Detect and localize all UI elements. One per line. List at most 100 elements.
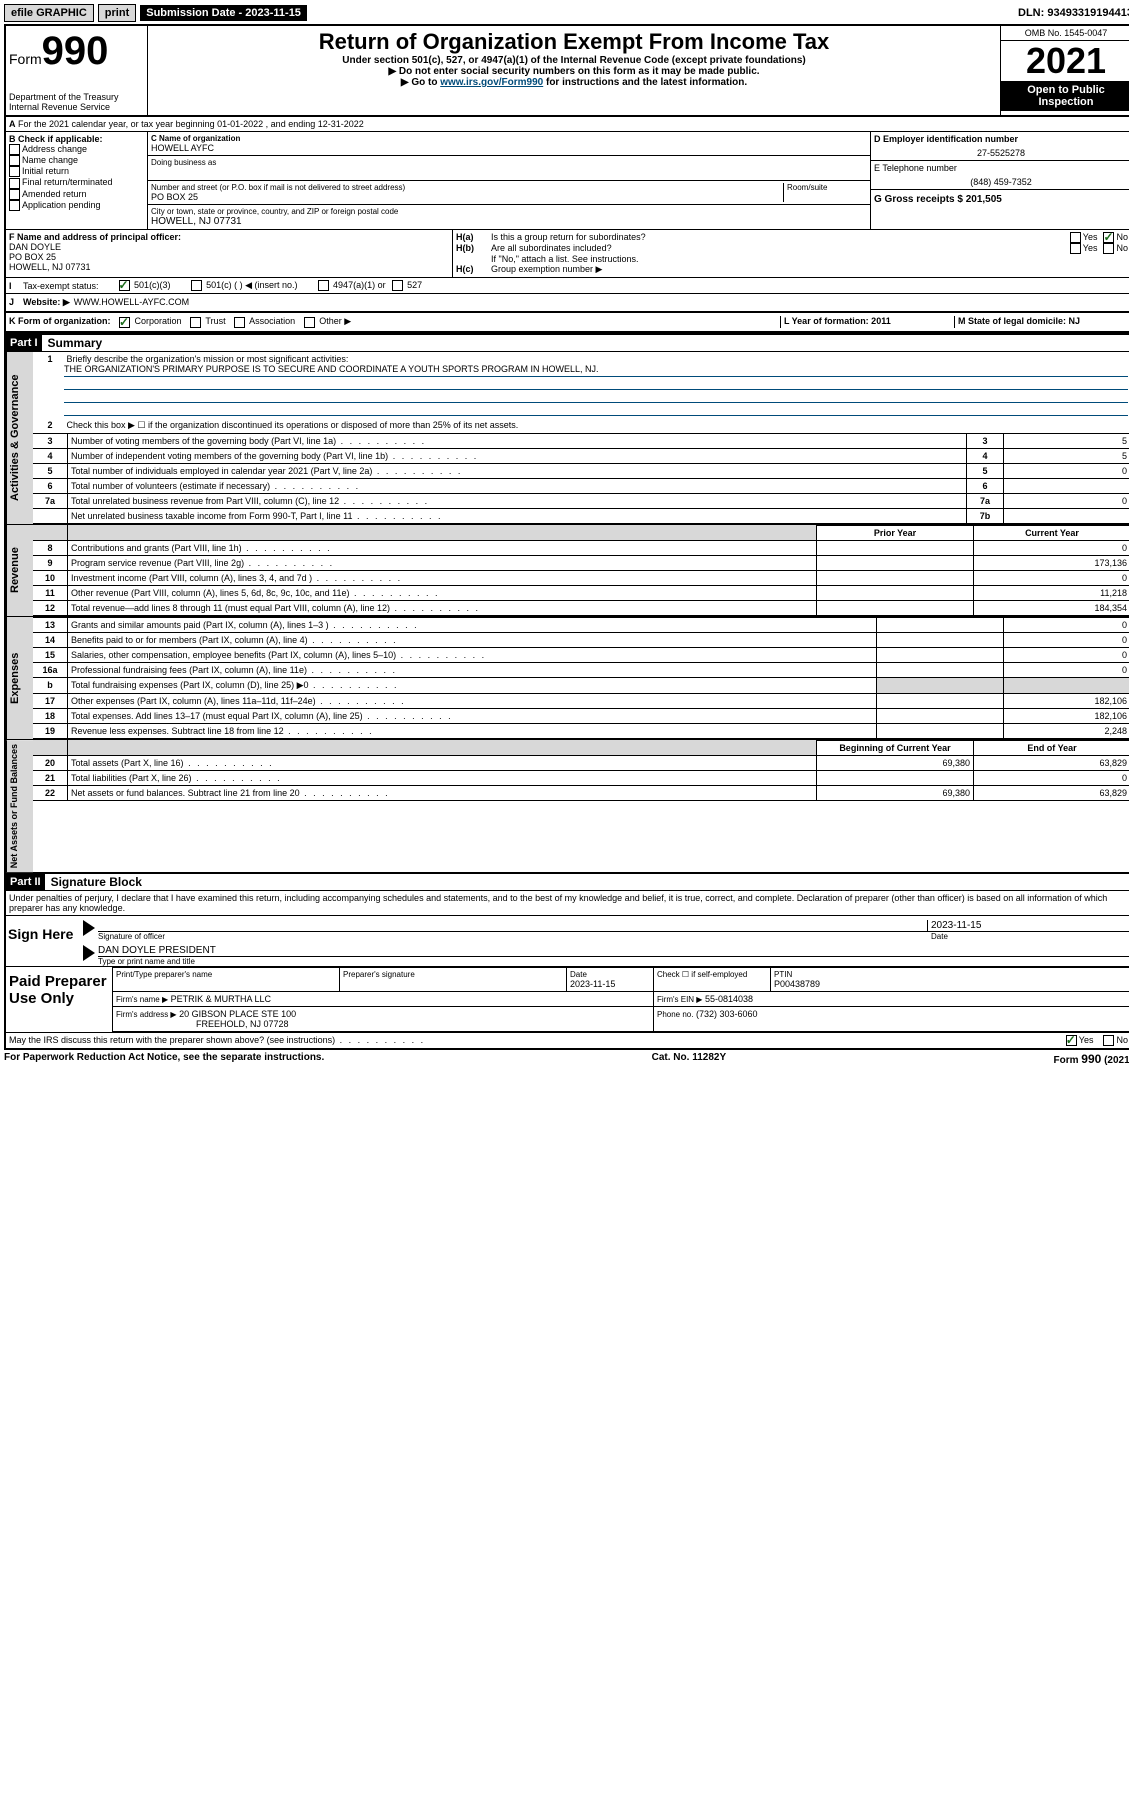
dept-label: Department of the Treasury: [9, 92, 144, 102]
opt-name-change[interactable]: Name change: [9, 155, 144, 166]
form-subtitle-3: ▶ Go to www.irs.gov/Form990 for instruct…: [151, 77, 997, 88]
current-year-header: Current Year: [974, 525, 1129, 540]
firm-addr-label: Firm's address ▶: [116, 1010, 177, 1019]
year-formation: L Year of formation: 2011: [780, 316, 954, 327]
prep-date-value: 2023-11-15: [570, 979, 650, 989]
table-row: 9 Program service revenue (Part VIII, li…: [33, 555, 1129, 570]
opt-501c[interactable]: 501(c) ( ) ◀ (insert no.): [191, 280, 298, 291]
irs-link[interactable]: www.irs.gov/Form990: [440, 77, 543, 88]
line-j-label: J: [9, 297, 23, 308]
form-prefix: Form: [9, 51, 42, 67]
opt-address-change[interactable]: Address change: [9, 144, 144, 155]
firm-phone-label: Phone no.: [657, 1010, 693, 1019]
opt-501c3[interactable]: 501(c)(3): [119, 280, 171, 291]
header-left: Form990 Department of the Treasury Inter…: [6, 26, 148, 115]
officer-h-block: F Name and address of principal officer:…: [6, 230, 1129, 278]
table-row: 19 Revenue less expenses. Subtract line …: [33, 723, 1129, 738]
part-2-label: Part II: [6, 874, 45, 890]
opt-application-pending[interactable]: Application pending: [9, 200, 144, 211]
line-a-text: A For the 2021 calendar year, or tax yea…: [6, 117, 367, 131]
opt-amended-return[interactable]: Amended return: [9, 189, 144, 200]
address-block: B Check if applicable: Address change Na…: [6, 132, 1129, 230]
hb-label: H(b): [456, 243, 491, 254]
firm-addr2: FREEHOLD, NJ 07728: [196, 1019, 289, 1029]
yes-label: Yes: [1079, 1035, 1094, 1045]
discuss-no[interactable]: No: [1103, 1035, 1128, 1046]
hb-yes[interactable]: Yes: [1070, 243, 1098, 254]
table-row: 12 Total revenue—add lines 8 through 11 …: [33, 600, 1129, 615]
ha-text: Is this a group return for subordinates?: [491, 232, 1070, 243]
table-row: 8 Contributions and grants (Part VIII, l…: [33, 540, 1129, 555]
form-subtitle-1: Under section 501(c), 527, or 4947(a)(1)…: [151, 55, 997, 66]
table-row: 16a Professional fundraising fees (Part …: [33, 662, 1129, 677]
right-info-block: D Employer identification number 27-5525…: [871, 132, 1129, 229]
firm-name-value: PETRIK & MURTHA LLC: [171, 994, 271, 1004]
sig-date-value: 2023-11-15: [927, 920, 1129, 931]
print-button[interactable]: print: [98, 4, 136, 22]
opt-final-return[interactable]: Final return/terminated: [9, 177, 144, 188]
sign-here-label: Sign Here: [6, 916, 80, 966]
hc-label: H(c): [456, 264, 491, 275]
netassets-header-row: Beginning of Current Year End of Year: [33, 740, 1129, 755]
opt-trust[interactable]: Trust: [190, 316, 226, 326]
governance-section: Activities & Governance 1 Briefly descri…: [6, 352, 1129, 524]
part-1-header: Part I Summary: [6, 333, 1129, 352]
opt-other[interactable]: Other ▶: [304, 316, 351, 326]
hb-no[interactable]: No: [1103, 243, 1128, 254]
opt-corp[interactable]: Corporation: [119, 316, 182, 326]
sub3-post: for instructions and the latest informat…: [543, 77, 747, 88]
table-row: 6 Total number of volunteers (estimate i…: [33, 478, 1129, 493]
ha-label: H(a): [456, 232, 491, 243]
vtab-expenses: Expenses: [6, 617, 33, 739]
website-label: Website: ▶: [23, 297, 70, 308]
firm-name-label: Firm's name ▶: [116, 995, 168, 1004]
hb-note: If "No," attach a list. See instructions…: [456, 254, 1128, 264]
state-domicile: M State of legal domicile: NJ: [954, 316, 1128, 327]
officer-addr2: HOWELL, NJ 07731: [9, 262, 449, 272]
ha-no[interactable]: No: [1103, 232, 1128, 243]
part-1-title: Summary: [42, 336, 103, 350]
opt-initial-return[interactable]: Initial return: [9, 166, 144, 177]
mission-line-2: [64, 377, 1128, 390]
mission-line-3: [64, 390, 1128, 403]
box-b: B Check if applicable: Address change Na…: [6, 132, 148, 229]
opt-label: Initial return: [22, 166, 69, 176]
arrow-icon: [83, 945, 95, 961]
inspection-label: Open to Public Inspection: [1001, 81, 1129, 111]
tax-exempt-label: Tax-exempt status:: [23, 281, 99, 291]
boy-header: Beginning of Current Year: [817, 740, 974, 755]
netassets-table: Beginning of Current Year End of Year 20…: [33, 740, 1129, 801]
opt-527[interactable]: 527: [392, 280, 423, 291]
prior-year-header: Prior Year: [817, 525, 974, 540]
footer: For Paperwork Reduction Act Notice, see …: [4, 1050, 1129, 1068]
prep-sig-label: Preparer's signature: [343, 970, 563, 979]
line-a-row: A For the 2021 calendar year, or tax yea…: [6, 117, 1129, 132]
opt-label: Name change: [22, 155, 78, 165]
opt-assoc[interactable]: Association: [234, 316, 295, 326]
discuss-yes[interactable]: Yes: [1066, 1035, 1094, 1046]
no-label: No: [1116, 243, 1128, 253]
revenue-section: Revenue Prior Year Current Year 8 Contri…: [6, 524, 1129, 616]
prep-date-label: Date: [570, 970, 650, 979]
sub3-pre: ▶ Go to: [401, 77, 440, 88]
discuss-row: May the IRS discuss this return with the…: [6, 1033, 1129, 1048]
vtab-netassets: Net Assets or Fund Balances: [6, 740, 33, 872]
paid-preparer-label: Paid Preparer Use Only: [6, 967, 112, 1032]
sig-date-label: Date: [928, 932, 1129, 941]
opt-4947[interactable]: 4947(a)(1) or: [318, 280, 386, 291]
dln-label: DLN: 93493319194413: [1018, 7, 1129, 19]
ha-yes[interactable]: Yes: [1070, 232, 1098, 243]
opt-label: Corporation: [135, 316, 182, 326]
table-row: 20 Total assets (Part X, line 16) 69,380…: [33, 755, 1129, 770]
firm-addr1: 20 GIBSON PLACE STE 100: [179, 1009, 296, 1019]
ein-value: 27-5525278: [874, 144, 1128, 158]
table-row: 22 Net assets or fund balances. Subtract…: [33, 785, 1129, 800]
paid-preparer-block: Paid Preparer Use Only Print/Type prepar…: [6, 967, 1129, 1033]
ein-label: D Employer identification number: [874, 134, 1128, 144]
opt-label: Amended return: [22, 189, 87, 199]
city-label: City or town, state or province, country…: [151, 207, 867, 216]
revenue-header-row: Prior Year Current Year: [33, 525, 1129, 540]
street-label: Number and street (or P.O. box if mail i…: [151, 183, 780, 192]
form-org-label: K Form of organization:: [9, 316, 111, 326]
efile-button[interactable]: efile GRAPHIC: [4, 4, 94, 22]
